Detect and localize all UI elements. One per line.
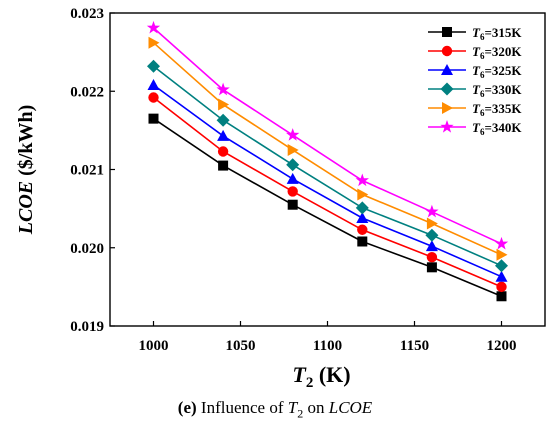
data-point (357, 224, 368, 235)
data-point (218, 160, 229, 171)
series-4 (147, 59, 508, 273)
legend-label: T6=330K (472, 82, 522, 99)
x-tick-label: 1050 (226, 338, 256, 354)
legend-label: T6=320K (472, 44, 522, 61)
data-point (426, 262, 437, 273)
series-line (153, 117, 502, 298)
series-line (153, 96, 502, 288)
legend-marker (442, 27, 452, 37)
data-point (355, 173, 369, 187)
line-chart: 1000 1050 1100 1150 1200 0.019 0.020 0.021 0.022… (15, 6, 546, 391)
data-point (355, 201, 369, 215)
data-point (147, 59, 160, 73)
data-point (287, 186, 298, 197)
y-tick-label: 0.023 (70, 6, 104, 22)
data-point (286, 158, 300, 172)
legend-entry: T6=335K (428, 101, 522, 118)
series-1 (148, 113, 507, 302)
data-point (287, 199, 298, 210)
figure-caption: (e) Influence of T2 on LCOE (0, 398, 550, 421)
data-point (496, 248, 508, 261)
data-point (148, 36, 160, 49)
data-point (216, 113, 230, 127)
legend-marker (442, 102, 453, 114)
y-tick-label: 0.020 (70, 241, 104, 257)
data-point (357, 188, 369, 201)
legend-label: T6=335K (472, 101, 522, 118)
x-axis-label: T2 (K) (292, 362, 350, 391)
legend-entry: T6=340K (428, 120, 522, 137)
legend-entry: T6=325K (428, 63, 522, 80)
caption-text-before: Influence of (196, 398, 288, 417)
y-tick-label: 0.021 (70, 163, 104, 179)
series-6 (146, 20, 509, 250)
data-point (216, 82, 230, 96)
data-point (217, 129, 230, 141)
data-point (495, 270, 508, 282)
caption-variable-subscript: 2 (297, 406, 304, 421)
data-point (495, 259, 508, 273)
series-line (153, 84, 502, 278)
data-point (357, 236, 368, 247)
legend-marker (441, 45, 453, 57)
data-point (146, 20, 161, 34)
series-line (152, 42, 502, 256)
data-point (426, 217, 438, 230)
series-2 (148, 92, 507, 293)
series-line (153, 65, 502, 267)
legend-marker (440, 120, 454, 133)
data-point (286, 172, 299, 184)
data-point (217, 146, 229, 157)
data-point (287, 143, 299, 156)
legend-entry: T6=330K (428, 82, 522, 99)
data-point (147, 78, 160, 90)
y-axis-label: LCOE ($/kWh) (15, 105, 37, 235)
data-point (425, 228, 439, 242)
series-line (152, 27, 502, 245)
data-point (148, 113, 159, 124)
x-tick-label: 1100 (313, 338, 342, 354)
caption-label: (e) (177, 398, 197, 417)
legend-label: T6=315K (472, 25, 522, 42)
legend-marker (441, 64, 453, 75)
legend-label: T6=340K (472, 120, 522, 137)
x-tick-label: 1150 (400, 338, 429, 354)
legend-marker (440, 82, 454, 96)
y-tick-label: 0.019 (70, 319, 104, 335)
series-3 (147, 78, 508, 282)
data-point (496, 281, 507, 293)
x-tick-label: 1200 (487, 338, 517, 354)
legend-entry: T6=315K (428, 25, 522, 42)
y-tick-label: 0.022 (70, 84, 104, 100)
data-point (425, 204, 439, 218)
legend-label: T6=325K (472, 63, 522, 80)
series-5 (148, 36, 508, 261)
data-point (494, 236, 509, 250)
data-point (218, 98, 230, 111)
data-point (425, 240, 438, 252)
data-point (496, 291, 507, 302)
data-point (356, 212, 369, 224)
caption-variable: T (287, 398, 298, 417)
x-tick-label: 1000 (139, 338, 169, 354)
caption-target: LCOE (328, 398, 373, 417)
data-point (426, 251, 438, 263)
legend-entry: T6=320K (428, 44, 522, 61)
data-point (148, 92, 159, 103)
data-point (286, 128, 300, 141)
caption-text-mid: on (303, 398, 329, 417)
